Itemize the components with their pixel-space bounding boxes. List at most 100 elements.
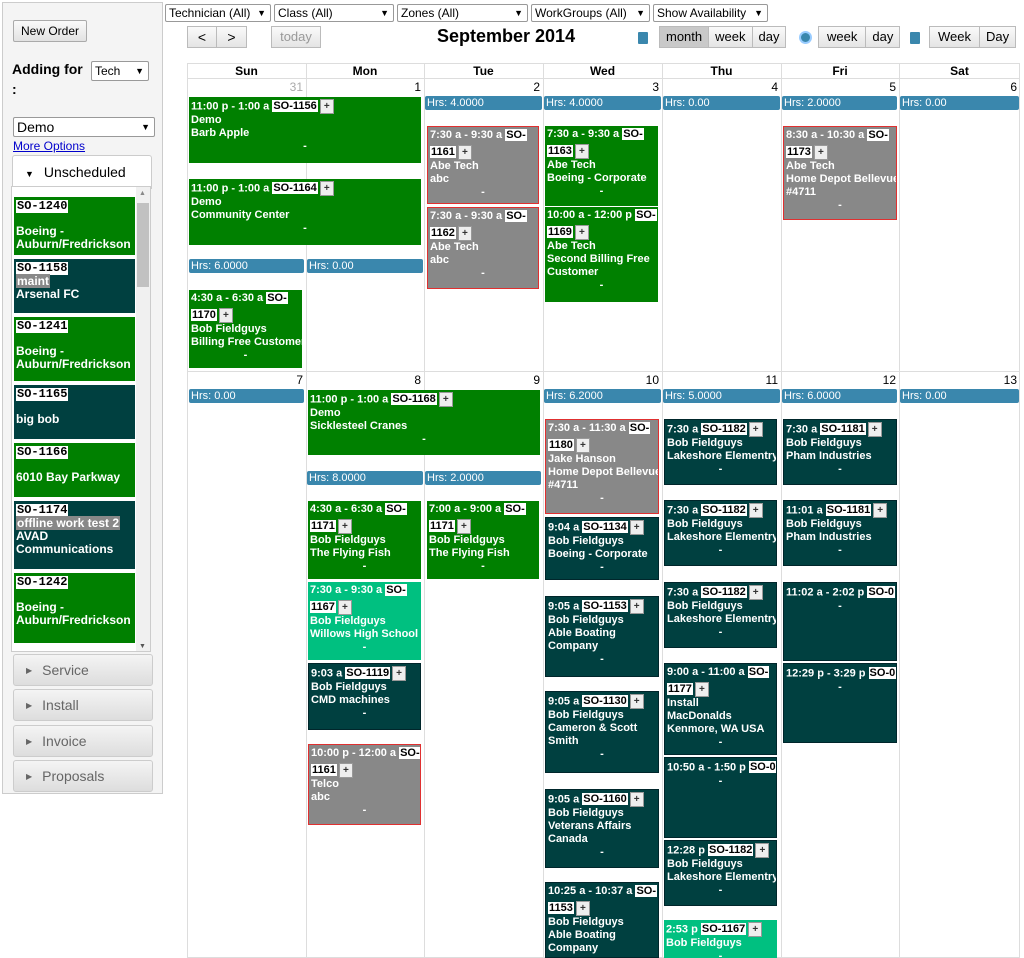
order-number[interactable]: SO- [622, 128, 644, 140]
section-install[interactable]: ▶ Install [13, 689, 153, 721]
add-icon[interactable]: + [337, 600, 352, 615]
calendar-event[interactable]: 11:02 a - 2:02 p SO-0+- [783, 582, 897, 661]
order-number[interactable]: SO-1168 [391, 393, 437, 406]
day-number[interactable]: 9 [533, 373, 540, 387]
view-week-button-3[interactable]: Week [930, 27, 980, 47]
calendar-event[interactable]: 7:30 a - 9:30 a SO- 1163 + Abe Tech Boeing -… [545, 126, 658, 206]
order-number-cont[interactable]: 1180 [548, 439, 574, 452]
next-button[interactable]: > [217, 26, 247, 48]
unscheduled-card[interactable]: SO-1158 maint Arsenal FC [14, 259, 135, 313]
unscheduled-card[interactable]: SO-1240 Boeing - Auburn/Fredrickson [14, 197, 135, 255]
add-icon[interactable]: + [694, 682, 709, 697]
add-icon[interactable]: + [337, 519, 352, 534]
calendar-event[interactable]: 8:30 a - 10:30 a SO- 1173 + Abe Tech Home De… [783, 126, 897, 220]
calendar-event[interactable]: 12:28 p SO-1182 + Bob Fieldguys Lakeshore E… [664, 840, 777, 906]
add-icon[interactable]: + [813, 145, 828, 160]
order-number[interactable]: SO-1182 [707, 844, 754, 857]
calendar-event[interactable]: 7:00 a - 9:00 a SO- 1171 + Bob Fieldguys The… [427, 501, 539, 579]
add-icon[interactable]: + [629, 599, 644, 614]
order-number[interactable]: SO- [504, 503, 526, 515]
order-number[interactable]: SO- [635, 209, 657, 221]
calendar-event[interactable]: 10:50 a - 1:50 p SO-0+- [664, 757, 777, 838]
unscheduled-card[interactable]: SO-1165 big bob [14, 385, 135, 439]
calendar-event[interactable]: 11:00 p - 1:00 a SO-1168 + Demo Sicklesteel… [308, 390, 540, 455]
add-icon[interactable]: + [218, 308, 233, 323]
order-number-cont[interactable]: 1177 [667, 683, 693, 696]
calendar-event[interactable]: 7:30 a - 9:30 a SO- 1167 + Bob Fieldguys Wil… [308, 582, 421, 660]
class-filter[interactable]: Class (All) ▼ [274, 4, 394, 22]
day-number[interactable]: 11 [765, 373, 778, 387]
calendar-event[interactable]: 11:00 p - 1:00 a SO-1156 + Demo Barb Apple - [189, 97, 421, 163]
calendar-event[interactable]: 9:05 a SO-1153 + Bob Fieldguys Able Boating… [545, 596, 659, 677]
order-number-cont[interactable]: 1169 [547, 226, 573, 239]
day-number[interactable]: 5 [889, 80, 896, 94]
add-icon[interactable]: + [575, 438, 590, 453]
order-number[interactable]: SO-1134 [582, 521, 628, 534]
calendar-event[interactable]: 10:00 a - 12:00 p SO- 1169 + Abe Tech Second… [545, 207, 658, 302]
calendar-event[interactable]: 4:30 a - 6:30 a SO- 1171 + Bob Fieldguys The… [308, 501, 421, 579]
calendar-event[interactable]: 10:00 p - 12:00 a SO- 1161 + Telco abc - [308, 744, 421, 825]
add-icon[interactable]: + [748, 585, 763, 600]
add-icon[interactable]: + [575, 901, 590, 916]
day-number[interactable]: 13 [1003, 373, 1017, 387]
scrollbar[interactable]: ▲ ▼ [136, 187, 150, 651]
account-select[interactable]: Demo ▼ [13, 117, 155, 137]
section-proposals[interactable]: ▶ Proposals [13, 760, 153, 792]
day-number[interactable]: 4 [771, 80, 778, 94]
order-number[interactable]: SO-1182 [701, 586, 747, 599]
add-icon[interactable]: + [629, 520, 644, 535]
zones-filter[interactable]: Zones (All) ▼ [397, 4, 528, 22]
calendar-event[interactable]: 9:00 a - 11:00 a SO- 1177 + Install MacDonal… [664, 663, 777, 755]
calendar-event[interactable]: 9:05 a SO-1130 + Bob Fieldguys Cameron & Sc… [545, 691, 659, 773]
calendar-event[interactable]: 9:05 a SO-1160 + Bob Fieldguys Veterans Aff… [545, 789, 659, 868]
add-icon[interactable]: + [574, 225, 589, 240]
order-number[interactable]: SO-0 [867, 586, 896, 599]
order-number[interactable]: SO- [505, 129, 527, 141]
add-icon[interactable]: + [574, 144, 589, 159]
technician-filter[interactable]: Technician (All) ▼ [165, 4, 271, 22]
scrollbar-thumb[interactable] [137, 203, 149, 287]
view-day-button-2[interactable]: day [872, 29, 894, 44]
clock-icon[interactable] [799, 31, 812, 44]
add-icon[interactable]: + [319, 99, 334, 114]
unscheduled-card[interactable]: SO-1242 Boeing - Auburn/Fredrickson [14, 573, 135, 643]
order-number[interactable]: SO-1181 [820, 423, 866, 436]
order-number[interactable]: SO-0 [748, 761, 776, 774]
more-options-link[interactable]: More Options [13, 139, 86, 153]
calendar-event[interactable]: 7:30 a - 9:30 a SO- 1162 + Abe Tech abc - [427, 207, 539, 289]
list-icon-2[interactable] [910, 32, 920, 44]
order-number[interactable]: SO- [635, 885, 658, 897]
add-icon[interactable]: + [748, 922, 763, 937]
day-number[interactable]: 2 [533, 80, 540, 94]
add-icon[interactable]: + [629, 792, 644, 807]
today-button[interactable]: today [271, 26, 321, 48]
prev-button[interactable]: < [187, 26, 217, 48]
add-icon[interactable]: + [748, 422, 763, 437]
unscheduled-list[interactable]: ▲ ▼ SO-1240 Boeing - Auburn/Fredrickson SO-… [11, 186, 151, 652]
unscheduled-card[interactable]: SO-1174 offline work test 2 AVAD Communicat… [14, 501, 135, 569]
add-icon[interactable]: + [457, 145, 472, 160]
order-number-cont[interactable]: 1171 [429, 520, 455, 533]
day-number[interactable]: 10 [645, 373, 659, 387]
order-number[interactable]: SO-1167 [700, 923, 747, 936]
order-number[interactable]: SO- [385, 584, 407, 596]
order-number-cont[interactable]: 1153 [548, 902, 574, 915]
calendar-event[interactable]: 7:30 a SO-1182 + Bob Fieldguys Lakeshore El… [664, 582, 777, 648]
view-week-button-2[interactable]: week [819, 27, 867, 47]
order-number[interactable]: SO- [867, 129, 889, 141]
order-number-cont[interactable]: 1170 [191, 309, 217, 322]
day-number[interactable]: 7 [296, 373, 303, 387]
day-number[interactable]: 12 [882, 373, 896, 387]
new-order-button[interactable]: New Order [13, 20, 87, 42]
order-number-cont[interactable]: 1173 [786, 146, 812, 159]
order-number[interactable]: SO- [747, 666, 770, 678]
section-service[interactable]: ▶ Service [13, 654, 153, 686]
unscheduled-header[interactable]: ▼ Unscheduled [12, 155, 152, 189]
add-icon[interactable]: + [457, 226, 472, 241]
add-icon[interactable]: + [338, 763, 353, 778]
add-icon[interactable]: + [873, 503, 888, 518]
calendar-event[interactable]: 11:01 a SO-1181 + Bob Fieldguys Pham Indust… [783, 500, 897, 566]
day-number[interactable]: 6 [1010, 80, 1017, 94]
view-month-button[interactable]: month [660, 27, 710, 47]
order-number[interactable]: SO-1182 [701, 423, 747, 436]
